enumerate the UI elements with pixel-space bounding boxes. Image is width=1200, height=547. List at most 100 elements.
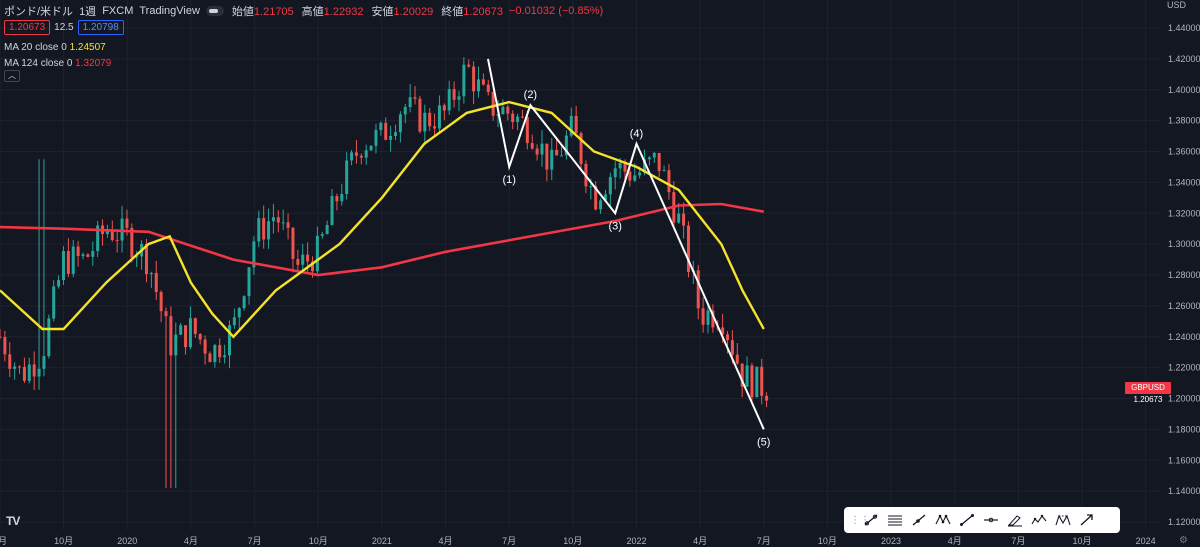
candle-body bbox=[472, 66, 476, 92]
trend-lines-icon[interactable] bbox=[860, 510, 882, 530]
candle-body bbox=[579, 133, 583, 164]
candle-body bbox=[8, 354, 12, 369]
candle-body bbox=[735, 354, 739, 364]
candle-body bbox=[628, 171, 632, 181]
chevron-up-icon[interactable]: ︿ bbox=[4, 70, 20, 82]
y-tick-label: 1.18000 bbox=[1168, 424, 1200, 434]
fib-icon[interactable] bbox=[884, 510, 906, 530]
y-tick-label: 1.32000 bbox=[1168, 208, 1200, 218]
candle-body bbox=[18, 366, 22, 368]
candle-body bbox=[545, 143, 549, 170]
horizontal-ray-icon[interactable] bbox=[980, 510, 1002, 530]
y-tick-label: 1.22000 bbox=[1168, 363, 1200, 373]
candle-body bbox=[740, 363, 744, 387]
candle-body bbox=[237, 308, 241, 318]
drag-handle-icon[interactable]: ⋮⋮ bbox=[850, 514, 870, 526]
candle-body bbox=[291, 227, 295, 259]
candle-body bbox=[540, 143, 544, 155]
xabcd-icon[interactable] bbox=[1052, 510, 1074, 530]
candle-body bbox=[115, 239, 119, 241]
x-tick-label: 7月 bbox=[1011, 536, 1025, 546]
candle-body bbox=[721, 327, 725, 335]
x-tick-label: 7月 bbox=[248, 536, 262, 546]
candle-body bbox=[198, 334, 202, 340]
candle-body bbox=[340, 194, 344, 202]
candle-body bbox=[81, 254, 85, 257]
elliott-wave-drawing[interactable]: (1) (2) (3) (4) (5) bbox=[487, 58, 770, 448]
candle-body bbox=[223, 355, 227, 358]
candle-body bbox=[413, 97, 417, 99]
price-tag-symbol: GBPUSD bbox=[1131, 383, 1165, 392]
ma124-name: MA 124 close 0 bbox=[4, 58, 73, 69]
provider-label: TradingView bbox=[139, 5, 200, 17]
candle-body bbox=[286, 222, 290, 228]
candle-body bbox=[374, 130, 378, 146]
toggle-icon[interactable] bbox=[205, 6, 224, 16]
candle-body bbox=[135, 256, 139, 258]
ma124-value: 1.32079 bbox=[75, 58, 112, 69]
candle-body bbox=[144, 243, 148, 275]
symbol-title[interactable]: ポンド/米ドル bbox=[4, 6, 74, 18]
candle-body bbox=[437, 105, 441, 129]
candle-body bbox=[364, 150, 368, 158]
candle-body bbox=[169, 316, 173, 356]
candle-body bbox=[389, 136, 393, 140]
candle-body bbox=[354, 152, 358, 156]
candle-body bbox=[57, 280, 61, 287]
long-position-icon[interactable] bbox=[908, 510, 930, 530]
candle-body bbox=[452, 89, 456, 100]
interval-label[interactable]: 1週 bbox=[79, 6, 97, 18]
x-tick-label: 10月 bbox=[563, 536, 582, 546]
pattern-icon[interactable] bbox=[932, 510, 954, 530]
candle-body bbox=[506, 106, 510, 114]
candle-body bbox=[574, 115, 578, 134]
x-tick-label: 10月 bbox=[1072, 536, 1091, 546]
brush-icon[interactable] bbox=[1004, 510, 1026, 530]
tradingview-logo[interactable]: TV bbox=[6, 514, 20, 528]
source-label: FXCM bbox=[102, 5, 134, 17]
candle-body bbox=[242, 296, 246, 309]
candle-body bbox=[682, 213, 686, 226]
time-axis[interactable]: 7月 10月 2020 4月 7月 10月 2021 4月 7月 10月 2022 4月 7月 10月 20… bbox=[0, 536, 1156, 546]
candle-body bbox=[569, 115, 573, 136]
y-tick-label: 1.24000 bbox=[1168, 332, 1200, 342]
currency-label[interactable]: USD bbox=[1166, 0, 1186, 10]
candle-body bbox=[130, 227, 134, 258]
candle-body bbox=[359, 155, 363, 158]
candle-body bbox=[745, 365, 749, 387]
candle-body bbox=[643, 159, 647, 173]
candle-body bbox=[86, 254, 90, 257]
candlestick-series bbox=[0, 57, 769, 489]
candle-body bbox=[213, 345, 217, 363]
ohlc-open: 始値1.21705 bbox=[231, 6, 294, 18]
candle-body bbox=[652, 152, 656, 158]
wave-path bbox=[487, 58, 765, 430]
x-tick-label: 2022 bbox=[626, 536, 646, 546]
wave-label: (5) bbox=[757, 436, 770, 448]
candle-body bbox=[281, 222, 285, 224]
candle-body bbox=[325, 224, 329, 235]
price-change: −0.01032 (−0.85%) bbox=[508, 5, 604, 17]
price-tag: GBPUSD 1.20673 bbox=[1125, 382, 1171, 404]
wave-label: (1) bbox=[502, 174, 515, 186]
candle-body bbox=[252, 241, 256, 268]
elliott-wave-icon[interactable] bbox=[1028, 510, 1050, 530]
arrow-icon[interactable] bbox=[1076, 510, 1098, 530]
y-tick-label: 1.20000 bbox=[1168, 394, 1200, 404]
gear-icon[interactable]: ⚙ bbox=[1179, 535, 1188, 546]
indicator-ma124[interactable]: MA 124 close 0 1.32079 bbox=[4, 58, 111, 69]
price-axis[interactable]: 1.44000 1.42000 1.40000 1.38000 1.36000 1.340… bbox=[1168, 23, 1200, 527]
line-icon[interactable] bbox=[956, 510, 978, 530]
candle-body bbox=[467, 64, 471, 67]
wave-label: (3) bbox=[609, 220, 622, 232]
candle-body bbox=[667, 170, 671, 193]
indicator-ma20[interactable]: MA 20 close 0 1.24507 bbox=[4, 42, 106, 53]
sell-button[interactable]: 1.20673 bbox=[4, 20, 51, 35]
buy-button[interactable]: 1.20798 bbox=[77, 20, 124, 35]
candle-body bbox=[686, 225, 690, 272]
y-tick-label: 1.34000 bbox=[1168, 177, 1200, 187]
candle-body bbox=[105, 230, 109, 234]
candle-body bbox=[511, 113, 515, 122]
candle-body bbox=[481, 79, 485, 85]
